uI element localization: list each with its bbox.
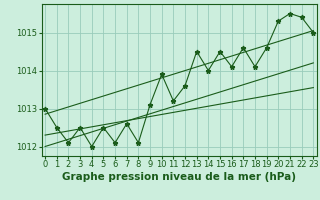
X-axis label: Graphe pression niveau de la mer (hPa): Graphe pression niveau de la mer (hPa) bbox=[62, 172, 296, 182]
